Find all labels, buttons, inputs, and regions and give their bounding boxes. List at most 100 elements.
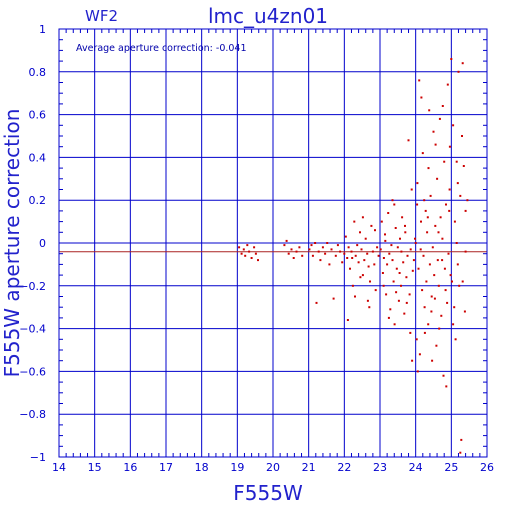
data-point <box>298 246 301 249</box>
y-tick-label: −1 <box>30 451 46 464</box>
data-point <box>436 259 439 262</box>
data-point <box>444 289 447 292</box>
data-point <box>416 203 419 206</box>
data-point <box>310 244 313 247</box>
data-point <box>414 237 416 240</box>
data-point <box>330 248 333 251</box>
data-point <box>443 267 446 270</box>
data-point <box>382 257 385 259</box>
data-point <box>437 284 440 287</box>
x-tick-label: 24 <box>409 461 423 474</box>
x-axis-title: F555W <box>233 481 303 505</box>
data-point <box>393 203 396 206</box>
data-point <box>421 152 424 155</box>
plot-frame <box>58 28 488 458</box>
data-point <box>308 248 311 251</box>
data-point <box>436 177 439 180</box>
data-point <box>315 301 318 304</box>
data-point <box>441 259 444 262</box>
data-point <box>379 248 382 251</box>
data-point <box>349 267 351 270</box>
data-point <box>437 231 440 234</box>
data-point <box>376 246 379 249</box>
data-point <box>354 295 356 298</box>
data-point <box>431 359 434 362</box>
data-point <box>393 323 396 326</box>
data-point <box>361 216 364 219</box>
data-point <box>406 254 409 257</box>
data-point <box>359 231 361 234</box>
data-point <box>361 274 364 277</box>
data-point <box>418 353 421 356</box>
data-point <box>368 306 371 309</box>
data-point <box>366 252 369 255</box>
data-point <box>464 209 467 212</box>
data-point <box>351 284 354 287</box>
data-point <box>385 293 388 296</box>
data-point <box>380 220 383 223</box>
y-tick-label: −0.4 <box>19 323 46 336</box>
data-point <box>420 220 422 223</box>
data-point <box>404 231 407 234</box>
data-point <box>441 105 444 107</box>
data-point <box>461 135 463 137</box>
data-point <box>386 263 389 266</box>
data-point <box>434 143 437 146</box>
data-point <box>311 254 314 257</box>
data-point <box>440 314 443 317</box>
data-point <box>387 212 390 214</box>
data-point <box>346 319 349 321</box>
x-tick-label: 14 <box>52 461 66 474</box>
data-point <box>290 248 293 251</box>
data-point <box>407 139 410 142</box>
chart-title: lmc_u4zn01 <box>208 4 328 28</box>
data-point <box>430 310 433 313</box>
data-point <box>377 254 380 257</box>
data-point <box>405 301 408 304</box>
data-point <box>404 224 406 227</box>
data-point <box>408 293 411 296</box>
data-point <box>369 280 371 283</box>
data-point <box>456 263 459 266</box>
data-point <box>421 289 424 292</box>
data-point <box>283 244 286 247</box>
data-point <box>447 252 450 255</box>
data-point <box>411 359 414 362</box>
y-tick-labels: −1 −0.8 −0.6 −0.4 −0.2 0 0.2 0.4 0.6 0.8 1 <box>19 23 46 464</box>
data-point <box>459 194 462 197</box>
data-point <box>366 299 369 302</box>
data-point <box>292 257 295 259</box>
data-point <box>388 252 391 255</box>
data-point <box>384 239 387 242</box>
data-point <box>238 246 241 249</box>
data-point <box>250 257 253 259</box>
data-points <box>238 58 469 454</box>
data-point <box>382 284 385 287</box>
data-point <box>461 62 464 65</box>
data-point <box>242 248 245 251</box>
data-point <box>455 242 458 244</box>
data-point <box>461 280 464 283</box>
data-point <box>246 244 249 247</box>
data-point <box>423 331 426 334</box>
data-point <box>390 244 393 247</box>
data-point <box>453 220 456 223</box>
data-point <box>451 280 453 283</box>
data-point <box>346 257 349 259</box>
data-point <box>244 254 247 257</box>
y-tick-label: 0.6 <box>29 109 47 122</box>
data-point <box>458 284 461 287</box>
data-point <box>343 252 346 255</box>
data-point <box>456 182 459 185</box>
y-axis-title: F555W aperture correction <box>0 109 24 378</box>
data-point <box>427 323 430 326</box>
data-point <box>326 242 329 244</box>
data-point <box>445 385 448 388</box>
data-point <box>254 252 257 255</box>
data-point <box>371 250 374 253</box>
data-point <box>374 229 376 232</box>
data-point <box>314 242 317 244</box>
data-point <box>448 188 451 191</box>
data-point <box>392 280 395 283</box>
data-point <box>356 244 359 247</box>
